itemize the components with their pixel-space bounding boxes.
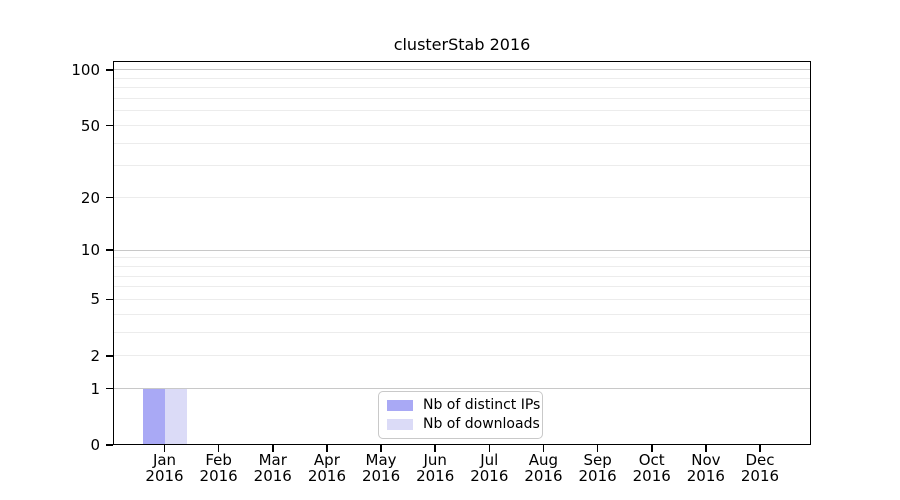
y-tick-label: 10 (80, 241, 100, 260)
y-gridline-minor (113, 298, 811, 300)
legend-entry-distinct-ips: Nb of distinct IPs (387, 396, 542, 415)
y-gridline-minor (113, 197, 811, 199)
y-gridline-minor (113, 125, 811, 126)
x-axis-tick (542, 445, 545, 452)
y-tick-label: 0 (90, 436, 100, 454)
x-axis-tick (326, 445, 328, 452)
y-axis-tick (106, 444, 113, 446)
y-tick-label: 5 (90, 290, 100, 309)
y-gridline-minor (113, 275, 811, 277)
legend-swatch-downloads (387, 419, 413, 430)
legend-label-downloads: Nb of downloads (423, 416, 540, 432)
y-gridline-minor (113, 87, 811, 89)
x-tick-label: Nov 2016 (686, 451, 725, 485)
y-gridline-minor (113, 313, 811, 315)
x-axis-tick (488, 445, 491, 452)
y-tick-label: 50 (80, 116, 100, 135)
bar-distinct-ips (142, 388, 165, 445)
x-tick-label: May 2016 (361, 451, 401, 485)
y-axis-tick (106, 69, 113, 71)
y-gridline-minor (113, 77, 811, 79)
x-axis-tick (650, 445, 653, 452)
y-tick-label: 100 (71, 60, 100, 79)
plot-area: Nb of distinct IPs Nb of downloads (113, 61, 811, 445)
x-axis-tick (596, 445, 599, 452)
y-gridline-major (113, 249, 811, 251)
x-axis-tick (434, 445, 436, 452)
y-gridline-minor (113, 165, 811, 167)
y-gridline-minor (113, 257, 811, 259)
y-gridline-minor (113, 355, 811, 357)
y-axis-tick (106, 387, 113, 390)
y-tick-label: 20 (80, 188, 100, 207)
legend-swatch-distinct-ips (387, 400, 413, 411)
y-axis-tick (106, 249, 113, 251)
x-tick-label: Dec 2016 (740, 451, 780, 485)
x-tick-label: Aug 2016 (524, 451, 563, 485)
y-tick-label: 1 (90, 379, 100, 398)
legend-label-distinct-ips: Nb of distinct IPs (423, 397, 541, 413)
y-gridline-minor (113, 265, 811, 267)
chart-title: clusterStab 2016 (393, 35, 531, 54)
x-tick-label: Sep 2016 (578, 451, 617, 485)
y-gridline-major (113, 388, 811, 390)
x-tick-label: Mar 2016 (253, 451, 292, 485)
legend-entry-downloads: Nb of downloads (387, 415, 542, 434)
x-axis-tick (380, 445, 382, 452)
legend: Nb of distinct IPs Nb of downloads (378, 391, 543, 439)
bar-downloads (164, 388, 187, 445)
y-gridline-minor (113, 98, 811, 100)
x-tick-label: Oct 2016 (632, 451, 671, 485)
y-axis-tick (106, 196, 113, 199)
x-tick-label: Jan 2016 (145, 451, 184, 485)
y-axis-tick (106, 354, 113, 357)
x-tick-label: Jun 2016 (416, 451, 455, 485)
x-axis-tick (217, 445, 220, 452)
y-gridline-minor (113, 286, 811, 288)
y-axis-tick (106, 124, 113, 127)
y-gridline-minor (113, 142, 811, 144)
x-tick-label: Jul 2016 (470, 451, 509, 485)
y-gridline-major (113, 69, 811, 71)
x-axis-tick (163, 445, 166, 452)
x-tick-label: Feb 2016 (199, 451, 238, 485)
x-axis-tick (705, 445, 707, 452)
x-axis-tick (759, 445, 761, 452)
y-gridline-minor (113, 331, 811, 333)
x-tick-label: Apr 2016 (307, 451, 346, 485)
y-gridline-minor (113, 110, 811, 112)
x-axis-tick (271, 445, 274, 452)
y-axis-tick (106, 298, 113, 301)
y-tick-label: 2 (90, 346, 100, 365)
